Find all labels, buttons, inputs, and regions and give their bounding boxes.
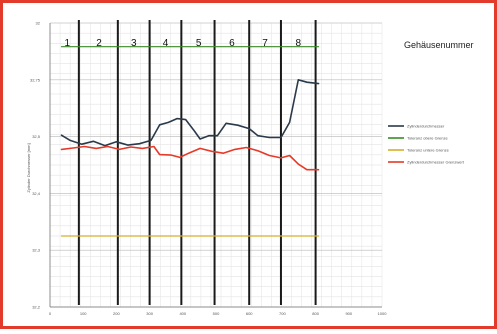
series-lines <box>60 46 320 237</box>
cell-number-label: 6 <box>229 38 235 49</box>
y-tick-label: 32 <box>36 21 41 26</box>
x-tick-label: 100 <box>80 311 87 316</box>
cell-dividers: 1 2 3 4 5 6 7 8 <box>65 20 317 305</box>
legend: Zylinderdurchmesser Toleranz obere Grenze… <box>388 124 465 165</box>
y-tick-label: 32,4 <box>32 191 41 196</box>
legend-label: Zylinderdurchmesser <box>407 124 445 129</box>
y-tick-label: 32,3 <box>32 248 41 253</box>
cell-number-label: 7 <box>262 38 268 49</box>
x-tick-label: 0 <box>49 311 52 316</box>
x-tick-label: 500 <box>213 311 220 316</box>
x-tick-label: 700 <box>279 311 286 316</box>
series-line <box>60 79 320 147</box>
x-tick-label: 200 <box>113 311 120 316</box>
y-tick-label: 32,5 <box>32 134 41 139</box>
cell-number-label: 2 <box>96 38 102 49</box>
x-tick-label: 600 <box>246 311 253 316</box>
x-tick-label: 900 <box>345 311 352 316</box>
cell-number-label: 1 <box>65 38 71 49</box>
y-tick-label: 32,2 <box>32 305 41 310</box>
x-tick-label: 800 <box>312 311 319 316</box>
header-label: Gehäusenummer <box>404 40 474 50</box>
cell-number-label: 5 <box>196 38 202 49</box>
series-line <box>60 145 320 171</box>
cell-number-label: 8 <box>295 38 301 49</box>
y-axis-label: Zylinder Durchmesser [mm] <box>26 143 31 192</box>
legend-label: Zylinderdurchmesser Grenzwert <box>407 160 465 165</box>
cell-number-label: 3 <box>131 38 137 49</box>
cell-number-label: 4 <box>163 38 169 49</box>
legend-label: Toleranz untere Grenze <box>407 148 450 153</box>
x-tick-label: 300 <box>146 311 153 316</box>
x-tick-label: 400 <box>179 311 186 316</box>
y-tick-label: 32,75 <box>30 77 41 82</box>
legend-label: Toleranz obere Grenze <box>407 136 448 141</box>
grid <box>49 22 383 308</box>
x-tick-label: 1000 <box>378 311 388 316</box>
